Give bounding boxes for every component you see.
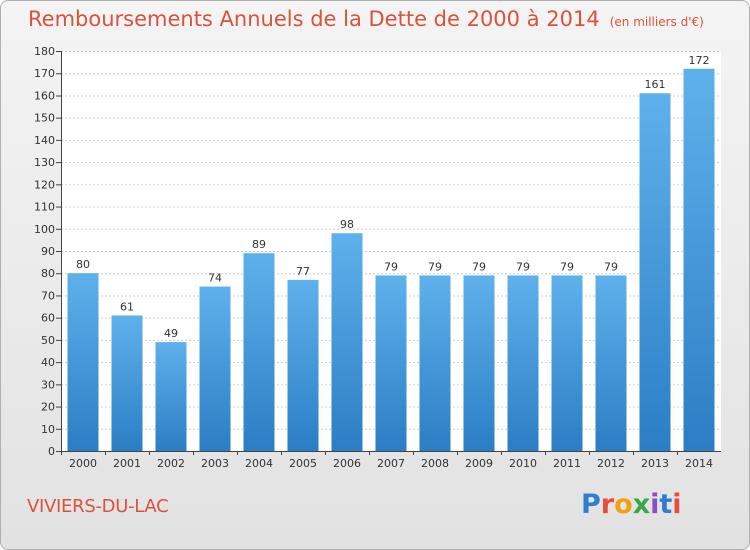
y-tick-label: 40: [41, 356, 55, 369]
x-tick-label: 2000: [69, 457, 97, 470]
x-tick-label: 2003: [201, 457, 229, 470]
bar: [639, 93, 671, 451]
logo-letter: o: [614, 489, 633, 520]
x-tick-label: 2007: [377, 457, 405, 470]
chart-unit: (en milliers d'€): [609, 15, 704, 29]
bar-value-label: 89: [252, 238, 266, 251]
bar: [463, 275, 495, 451]
y-tick-label: 160: [34, 89, 55, 102]
bar-value-label: 49: [164, 327, 178, 340]
y-tick-label: 90: [41, 245, 55, 258]
x-tick-label: 2006: [333, 457, 361, 470]
bar-value-label: 172: [689, 54, 710, 67]
bar-value-label: 77: [296, 265, 310, 278]
y-tick-label: 20: [41, 401, 55, 414]
y-tick-label: 0: [48, 445, 55, 458]
x-tick-label: 2011: [553, 457, 581, 470]
bar-value-label: 74: [208, 272, 222, 285]
y-tick-label: 30: [41, 378, 55, 391]
chart-title: Remboursements Annuels de la Dette de 20…: [28, 7, 704, 31]
y-tick-label: 50: [41, 334, 55, 347]
y-tick-label: 150: [34, 112, 55, 125]
x-tick-label: 2002: [157, 457, 185, 470]
bar-value-label: 161: [645, 78, 666, 91]
bar-value-label: 79: [472, 260, 486, 273]
x-tick-label: 2001: [113, 457, 141, 470]
bar: [287, 279, 319, 451]
bar: [419, 275, 451, 451]
bars: [67, 68, 715, 452]
x-tick-label: 2009: [465, 457, 493, 470]
logo-letter: i: [650, 489, 660, 520]
proxiti-logo: Proxiti: [581, 489, 682, 520]
y-tick-label: 60: [41, 312, 55, 325]
commune-name: VIVIERS-DU-LAC: [27, 496, 169, 517]
y-tick-label: 110: [34, 201, 55, 214]
labels: 0 10 20 30 40 50 60 70 80 90 100 110 120 130 140 150 160…: [34, 45, 713, 470]
y-tick-label: 80: [41, 267, 55, 280]
y-tick-label: 10: [41, 423, 55, 436]
logo-letter: x: [632, 489, 651, 520]
bar-value-label: 80: [76, 258, 90, 271]
bar: [551, 275, 583, 451]
bar-value-label: 79: [604, 260, 618, 273]
x-tick-label: 2012: [597, 457, 625, 470]
logo-letter: P: [581, 489, 601, 520]
bar-value-label: 98: [340, 218, 354, 231]
logo-letter: i: [672, 489, 682, 520]
bar-value-label: 79: [428, 260, 442, 273]
y-tick-label: 130: [34, 156, 55, 169]
bar: [507, 275, 539, 451]
bar: [595, 275, 627, 451]
bar: [67, 273, 99, 451]
chart-title-text: Remboursements Annuels de la Dette de 20…: [28, 7, 600, 31]
y-tick-label: 70: [41, 289, 55, 302]
bar: [375, 275, 407, 451]
x-tick-label: 2013: [641, 457, 669, 470]
bar-value-label: 61: [120, 300, 134, 313]
y-tick-label: 120: [34, 178, 55, 191]
bar-value-label: 79: [384, 260, 398, 273]
x-tick-label: 2010: [509, 457, 537, 470]
bar: [331, 233, 363, 451]
bar: [111, 315, 143, 451]
axes: [56, 51, 721, 455]
bar-value-label: 79: [560, 260, 574, 273]
x-tick-label: 2004: [245, 457, 273, 470]
y-tick-label: 170: [34, 67, 55, 80]
bar-value-label: 79: [516, 260, 530, 273]
bar: [155, 342, 187, 451]
y-tick-label: 180: [34, 45, 55, 58]
x-tick-label: 2008: [421, 457, 449, 470]
x-tick-label: 2014: [685, 457, 713, 470]
bar: [243, 253, 275, 451]
y-tick-label: 140: [34, 134, 55, 147]
x-tick-label: 2005: [289, 457, 317, 470]
bar: [683, 68, 715, 452]
logo-letter: r: [600, 489, 615, 520]
bar: [199, 286, 231, 451]
logo-letter: t: [659, 489, 673, 520]
y-tick-label: 100: [34, 223, 55, 236]
